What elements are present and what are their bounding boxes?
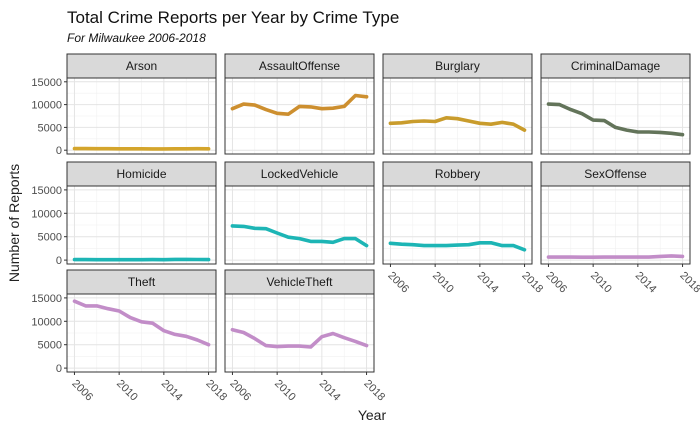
facet-panel: Arson 0 5000 10000 15000	[31, 53, 217, 157]
facet-strip-label: Theft	[128, 275, 156, 289]
x-tick-label: 2014	[317, 378, 343, 404]
facet-panel: Theft 0 5000 10000 15000 2006 2010 2014 2018	[31, 269, 229, 404]
y-tick-label: 15000	[31, 293, 62, 305]
x-tick-label: 2018	[203, 378, 229, 404]
facet-strip-label: VehicleTheft	[266, 275, 333, 289]
facet-strip	[382, 53, 533, 79]
facet-strip-label: CriminalDamage	[571, 59, 661, 73]
y-tick-label: 0	[56, 255, 62, 267]
x-tick-label: 2018	[361, 378, 387, 404]
panel-border	[382, 185, 533, 265]
facet-strip	[66, 161, 217, 187]
panel-border	[224, 293, 375, 373]
x-tick-label: 2018	[519, 270, 545, 296]
x-tick-label: 2014	[159, 378, 185, 404]
series-line	[230, 327, 369, 349]
facet-panels: Arson 0 5000 10000 15000 AssaultOffense Burgla…	[31, 53, 700, 404]
series-line	[388, 116, 527, 132]
panel-border	[224, 77, 375, 155]
y-tick-label: 10000	[31, 100, 62, 112]
facet-strip	[540, 53, 691, 79]
facet-strip-label: Homicide	[116, 167, 166, 181]
facet-panel: LockedVehicle	[224, 161, 375, 265]
y-tick-label: 5000	[38, 122, 62, 134]
x-tick-label: 2006	[385, 270, 411, 296]
facet-strip	[224, 53, 375, 79]
series-line	[388, 241, 527, 252]
x-axis-title: Year	[358, 407, 387, 423]
x-tick-label: 2010	[272, 378, 298, 404]
x-tick-label: 2014	[633, 270, 659, 296]
x-tick-label: 2018	[677, 270, 700, 296]
facet-strip	[382, 161, 533, 187]
y-tick-label: 15000	[31, 77, 62, 89]
series-line	[230, 224, 369, 248]
panel-border	[224, 185, 375, 265]
facet-strip-label: SexOffense	[584, 167, 647, 181]
panel-border	[540, 185, 691, 265]
x-tick-label: 2006	[543, 270, 569, 296]
facet-strip	[540, 161, 691, 187]
facet-strip	[66, 53, 217, 79]
facet-strip	[224, 161, 375, 187]
y-tick-label: 5000	[38, 232, 62, 244]
x-tick-label: 2010	[588, 270, 614, 296]
panel-border	[66, 77, 217, 155]
y-tick-label: 15000	[31, 185, 62, 197]
facet-strip-label: LockedVehicle	[261, 167, 339, 181]
x-tick-label: 2010	[114, 378, 140, 404]
x-tick-label: 2014	[475, 270, 501, 296]
y-axis-title: Number of Reports	[6, 164, 22, 282]
facet-strip-label: Arson	[126, 59, 157, 73]
facet-strip	[66, 269, 217, 295]
y-tick-label: 5000	[38, 340, 62, 352]
facet-panel: Burglary	[382, 53, 533, 155]
facet-panel: Homicide 0 5000 10000 15000	[31, 161, 217, 267]
facet-strip-label: AssaultOffense	[259, 59, 340, 73]
y-tick-label: 10000	[31, 316, 62, 328]
chart-title: Total Crime Reports per Year by Crime Ty…	[67, 8, 399, 27]
y-tick-label: 0	[56, 145, 62, 157]
x-tick-label: 2010	[430, 270, 456, 296]
facet-panel: Robbery 2006 2010 2014 2018	[382, 161, 545, 296]
chart-subtitle: For Milwaukee 2006-2018	[67, 31, 206, 45]
facet-panel: AssaultOffense	[224, 53, 375, 155]
facet-strip-label: Burglary	[435, 59, 480, 73]
facet-panel: SexOffense 2006 2010 2014 2018	[540, 161, 700, 296]
facet-panel: VehicleTheft 2006 2010 2014 2018	[224, 269, 387, 404]
series-line	[546, 254, 685, 260]
panel-border	[382, 77, 533, 155]
panel-border	[66, 185, 217, 265]
panel-border	[540, 77, 691, 155]
series-line	[72, 299, 211, 347]
panel-border	[66, 293, 217, 373]
y-tick-label: 0	[56, 363, 62, 375]
facet-strip-label: Robbery	[435, 167, 480, 181]
x-tick-label: 2006	[227, 378, 253, 404]
series-line	[230, 93, 369, 116]
x-tick-label: 2006	[69, 378, 95, 404]
facet-panel: CriminalDamage	[540, 53, 691, 155]
facet-strip	[224, 269, 375, 295]
y-tick-label: 10000	[31, 208, 62, 220]
series-line	[546, 102, 685, 137]
